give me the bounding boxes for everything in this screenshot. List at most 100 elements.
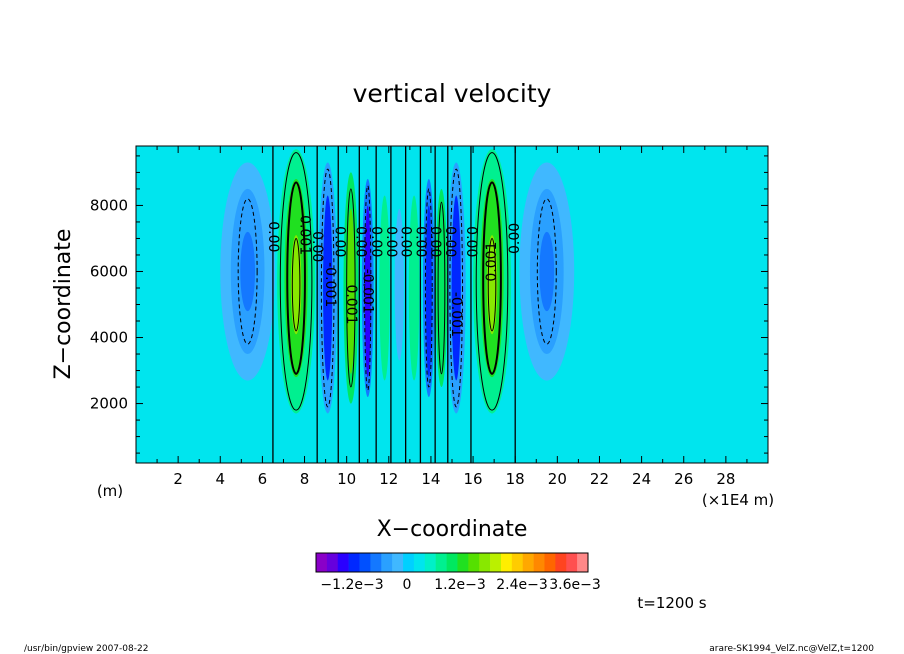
velocity-cell-24 [425,205,432,378]
y-tick-label-8000: 8000 [90,196,128,214]
x-axis-ticks: 2 4 6 8 10 12 14 16 18 20 22 24 26 28 [135,146,769,488]
x-tick-label-18: 18 [506,470,525,488]
x-unit-left: (m) [97,482,123,500]
contour-line-0 [279,152,313,411]
contour-line-5 [487,237,497,332]
contour-line-3 [475,152,509,411]
contour-line-6 [237,198,258,345]
x-tick-label-20: 20 [548,470,567,488]
x-tick-label-26: 26 [674,470,693,488]
colorbar-swatch-6 [381,553,393,572]
x-tick-label-22: 22 [590,470,609,488]
contour-label-8: 0.00 [368,226,384,257]
velocity-cell-21 [394,208,404,361]
colorbar-swatch-19 [522,553,534,572]
contour-label-12: 0.00 [427,226,443,257]
colorbar-swatch-15 [479,553,491,572]
contour-line-10 [346,188,356,388]
footer-right: arare-SK1994_VelZ.nc@VelZ,t=1200 [709,644,874,654]
colorbar-swatch-24 [577,553,589,572]
contour-label-10: 0.00 [398,226,414,257]
contour-lines [237,152,557,411]
colorbar-swatch-2 [337,553,349,572]
colorbar-swatch-9 [413,553,426,572]
footer-left: /usr/bin/gpview 2007-08-22 [24,644,148,654]
y-tick-label-4000: 4000 [90,329,128,347]
contour-label-2: 0.00 [309,231,325,262]
colorbar-swatch-13 [457,553,469,572]
x-tick-label-14: 14 [421,470,440,488]
colorbar-swatch-14 [468,553,480,572]
velocity-cell-5 [539,231,555,312]
contour-label-9: 0.00 [383,226,399,257]
velocity-cell-17 [347,208,355,374]
contour-line-9 [449,168,464,408]
colorbar-swatch-20 [533,553,545,572]
colorbar-swatch-8 [403,553,415,572]
colorbar-swatch-1 [326,553,339,572]
contour-line-11 [364,185,372,391]
contour-labels: 0.00 0.0010.00-0.0010.000.0010.00-0.0010.… [265,215,523,337]
x-axis-label: X−coordinate [377,517,528,542]
colorbar-label-0: −1.2e−3 [320,577,383,593]
colorbar-swatch-7 [392,553,404,572]
colorbar-swatch-11 [435,553,447,572]
colorbar-swatch-22 [555,553,567,572]
contour-label-14: -0.001 [448,292,464,337]
contour-label-16: 0.001 [484,242,500,282]
colorbar-swatch-23 [566,553,578,572]
contour-line-4 [482,181,502,375]
x-tick-label-2: 2 [173,470,183,488]
contour-line-7 [536,198,557,345]
velocity-cell-19 [364,205,371,378]
y-axis-ticks: 2000 4000 6000 8000 [90,155,768,454]
contour-label-1: 0.001 [297,215,313,255]
velocity-cell-15 [451,195,461,381]
colorbar-swatch-4 [359,553,371,572]
velocity-cell-2 [240,231,256,312]
contour-label-0: 0.00 [265,221,281,252]
time-annotation: t=1200 s [637,594,706,612]
colorbar [315,552,589,573]
contour-label-6: 0.00 [352,226,368,257]
x-tick-label-24: 24 [632,470,651,488]
colorbar-swatch-17 [500,553,513,572]
colorbar-labels: −1.2e−3 0 1.2e−3 2.4e−3 3.6e−3 [320,577,600,593]
contour-label-13: 0.00 [442,226,458,257]
contour-line-1 [286,181,306,375]
colorbar-swatch-18 [511,553,524,572]
contour-label-3: -0.001 [322,262,338,307]
x-unit-right: (×1E4 m) [702,491,774,509]
colorbar-frame [315,552,589,573]
contour-label-11: 0.00 [412,226,428,257]
contour-line-8 [320,168,335,408]
zero-contours [272,146,516,463]
x-tick-label-28: 28 [716,470,735,488]
colorbar-swatch-0 [316,553,328,572]
contour-line-2 [291,237,301,332]
contour-line-12 [424,188,433,388]
x-tick-label-6: 6 [258,470,268,488]
colorbar-swatch-10 [424,553,436,572]
x-tick-label-8: 8 [300,470,310,488]
velocity-cell-11 [486,235,498,335]
x-tick-label-4: 4 [215,470,225,488]
velocity-cell-25 [435,188,448,388]
x-tick-label-16: 16 [464,470,483,488]
colorbar-label-4: 3.6e−3 [549,577,601,593]
velocity-cell-13 [323,195,333,381]
x-tick-label-12: 12 [379,470,398,488]
colorbar-swatch-16 [490,553,502,572]
contour-label-15: 0.00 [463,226,479,257]
contour-line-13 [437,201,446,375]
colorbar-label-1: 0 [403,577,412,593]
velocity-cell-8 [290,235,302,335]
colorbar-label-2: 1.2e−3 [434,577,486,593]
velocity-cells [220,149,575,414]
plot-area: 0.00 0.0010.00-0.0010.000.0010.00-0.0010.… [136,146,768,463]
x-tick-label-10: 10 [337,470,356,488]
y-tick-label-2000: 2000 [90,395,128,413]
colorbar-swatch-3 [348,553,360,572]
y-axis-label: Z−coordinate [51,229,76,380]
